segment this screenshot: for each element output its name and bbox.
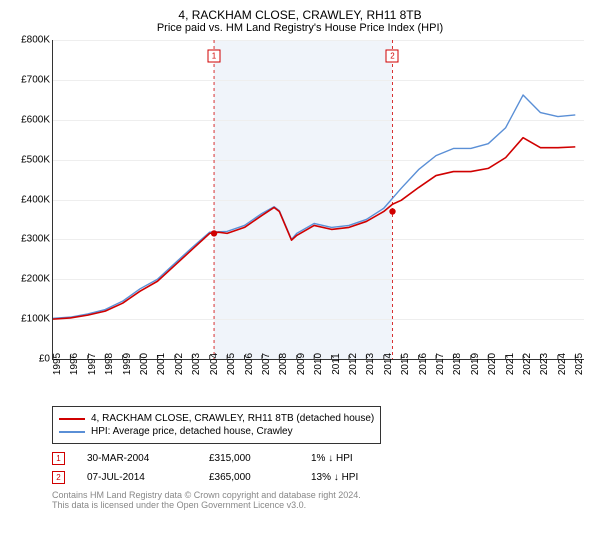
- transaction-delta: 1% ↓ HPI: [311, 453, 353, 464]
- footer: Contains HM Land Registry data © Crown c…: [52, 490, 584, 510]
- x-tick-label: 2001: [156, 353, 167, 375]
- x-tick-label: 2019: [470, 353, 481, 375]
- transaction-delta: 13% ↓ HPI: [311, 472, 358, 483]
- x-tick-label: 2015: [400, 353, 411, 375]
- x-tick-label: 2016: [418, 353, 429, 375]
- y-tick-label: £500K: [21, 154, 50, 165]
- x-tick-label: 2005: [226, 353, 237, 375]
- x-tick-label: 2009: [296, 353, 307, 375]
- x-tick-label: 2013: [365, 353, 376, 375]
- x-tick-label: 2008: [278, 353, 289, 375]
- legend-label: 4, RACKHAM CLOSE, CRAWLEY, RH11 8TB (det…: [91, 413, 374, 424]
- x-tick-label: 2011: [331, 353, 342, 375]
- chart-subtitle: Price paid vs. HM Land Registry's House …: [8, 22, 592, 34]
- x-tick-label: 2003: [191, 353, 202, 375]
- series-line: [53, 138, 575, 319]
- x-tick-label: 2021: [505, 353, 516, 375]
- legend: 4, RACKHAM CLOSE, CRAWLEY, RH11 8TB (det…: [52, 406, 381, 444]
- x-tick-label: 2017: [435, 353, 446, 375]
- transaction-price: £365,000: [209, 472, 289, 483]
- x-tick-label: 2010: [313, 353, 324, 375]
- transactions-table: 1 30-MAR-2004 £315,000 1% ↓ HPI 2 07-JUL-2014…: [52, 452, 584, 484]
- legend-swatch: [59, 418, 85, 420]
- x-tick-label: 2012: [348, 353, 359, 375]
- chart-container: 4, RACKHAM CLOSE, CRAWLEY, RH11 8TB Pric…: [0, 0, 600, 520]
- transaction-index: 1: [52, 452, 65, 465]
- x-tick-label: 2025: [574, 353, 585, 375]
- series-line: [53, 95, 575, 318]
- y-tick-label: £700K: [21, 74, 50, 85]
- y-axis: £0£100K£200K£300K£400K£500K£600K£700K£80…: [8, 40, 52, 360]
- legend-label: HPI: Average price, detached house, Craw…: [91, 426, 293, 437]
- legend-row: 4, RACKHAM CLOSE, CRAWLEY, RH11 8TB (det…: [59, 413, 374, 424]
- x-tick-label: 1995: [52, 353, 63, 375]
- x-tick-label: 2024: [557, 353, 568, 375]
- y-tick-label: £200K: [21, 274, 50, 285]
- transaction-row: 1 30-MAR-2004 £315,000 1% ↓ HPI: [52, 452, 584, 465]
- x-tick-label: 2020: [487, 353, 498, 375]
- x-tick-label: 1999: [122, 353, 133, 375]
- x-tick-label: 2014: [383, 353, 394, 375]
- legend-row: HPI: Average price, detached house, Craw…: [59, 426, 374, 437]
- y-tick-label: £0: [39, 354, 50, 365]
- transaction-date: 30-MAR-2004: [87, 453, 187, 464]
- x-tick-label: 2022: [522, 353, 533, 375]
- plot: 12: [52, 40, 584, 360]
- x-tick-label: 2000: [139, 353, 150, 375]
- chart-svg: [53, 40, 584, 359]
- x-tick-label: 2004: [209, 353, 220, 375]
- x-tick-label: 1998: [104, 353, 115, 375]
- y-tick-label: £600K: [21, 114, 50, 125]
- transaction-price: £315,000: [209, 453, 289, 464]
- footer-line-1: Contains HM Land Registry data © Crown c…: [52, 490, 584, 500]
- x-tick-label: 2006: [244, 353, 255, 375]
- chart-title: 4, RACKHAM CLOSE, CRAWLEY, RH11 8TB: [8, 8, 592, 22]
- transaction-date: 07-JUL-2014: [87, 472, 187, 483]
- y-tick-label: £100K: [21, 314, 50, 325]
- x-tick-label: 1996: [69, 353, 80, 375]
- plot-area: £0£100K£200K£300K£400K£500K£600K£700K£80…: [8, 40, 592, 400]
- marker-box: 1: [208, 49, 221, 62]
- marker-box: 2: [386, 49, 399, 62]
- x-tick-label: 2002: [174, 353, 185, 375]
- footer-line-2: This data is licensed under the Open Gov…: [52, 500, 584, 510]
- x-tick-label: 2023: [539, 353, 550, 375]
- transaction-row: 2 07-JUL-2014 £365,000 13% ↓ HPI: [52, 471, 584, 484]
- transaction-index: 2: [52, 471, 65, 484]
- x-tick-label: 1997: [87, 353, 98, 375]
- x-tick-label: 2018: [452, 353, 463, 375]
- y-tick-label: £300K: [21, 234, 50, 245]
- x-tick-label: 2007: [261, 353, 272, 375]
- y-tick-label: £800K: [21, 35, 50, 46]
- y-tick-label: £400K: [21, 194, 50, 205]
- x-axis: 1995199619971998199920002001200220032004…: [52, 360, 584, 400]
- legend-swatch: [59, 431, 85, 433]
